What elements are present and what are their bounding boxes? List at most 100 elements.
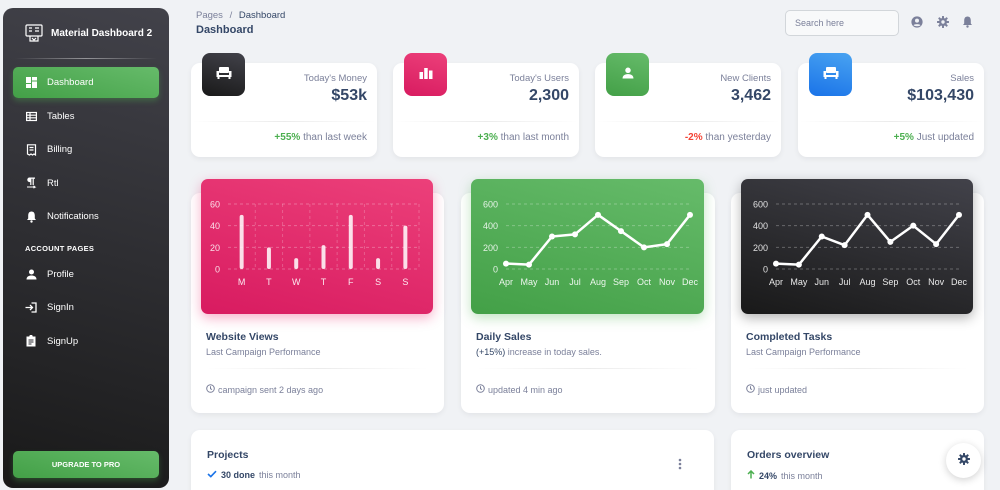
- search-input[interactable]: [785, 10, 899, 36]
- bar[interactable]: [376, 258, 381, 269]
- stat-tile: [606, 53, 649, 96]
- data-point[interactable]: [887, 238, 894, 245]
- data-point[interactable]: [933, 241, 940, 248]
- x-tick-label: Sep: [613, 277, 629, 287]
- sidebar-item-label: Rtl: [47, 177, 59, 189]
- orders-subtitle: 24% this month: [747, 469, 823, 481]
- upgrade-button[interactable]: UPGRADE TO PRO: [13, 451, 159, 478]
- chart-card-subtitle-bold: (+15%): [476, 347, 506, 357]
- login-icon: [25, 302, 37, 314]
- x-tick-label: Dec: [682, 277, 699, 287]
- x-tick-label: Jun: [545, 277, 560, 287]
- data-point[interactable]: [818, 233, 825, 240]
- chart-card-footer: campaign sent 2 days ago: [206, 384, 323, 395]
- completed-tasks-chart: 0 200 400 600 Apr May Jun Jul Aug Sep Oct Nov Dec: [753, 200, 968, 288]
- x-tick-label: Apr: [499, 277, 513, 287]
- y-tick-label: 60: [210, 200, 220, 210]
- brand[interactable]: Material Dashboard 2: [3, 8, 169, 58]
- stat-delta: +55%: [274, 132, 301, 143]
- sidebar-item-label: Tables: [47, 110, 75, 122]
- account-circle-icon[interactable]: [911, 15, 923, 28]
- bar[interactable]: [321, 245, 326, 269]
- sidebar-item-rtl[interactable]: Rtl: [13, 168, 159, 199]
- data-point[interactable]: [549, 233, 555, 240]
- data-point[interactable]: [773, 260, 779, 267]
- y-tick-label: 20: [210, 243, 220, 253]
- arrow-upward-icon: [747, 469, 755, 481]
- x-tick-label: T: [266, 277, 272, 287]
- x-tick-label: Aug: [590, 277, 606, 287]
- sidebar: Material Dashboard 2 Dashboard Tables Bi…: [3, 8, 169, 488]
- sidebar-item-billing[interactable]: Billing: [13, 134, 159, 165]
- projects-subtitle: 30 done this month: [207, 470, 301, 480]
- stat-label: New Clients: [720, 73, 771, 84]
- table-icon: [25, 110, 37, 122]
- bell-icon[interactable]: [962, 15, 974, 28]
- data-point[interactable]: [841, 242, 848, 249]
- chart-card-footer-text: updated 4 min ago: [488, 384, 563, 395]
- sidebar-item-signin[interactable]: SignIn: [13, 292, 159, 323]
- x-tick-label: Jul: [839, 277, 851, 287]
- data-point[interactable]: [503, 260, 509, 267]
- stat-tile: [809, 53, 852, 96]
- sidebar-item-label: SignIn: [47, 302, 74, 313]
- data-point[interactable]: [618, 228, 624, 235]
- chart-plot: 0 200 400 600 Apr May Jun Jul Aug Sep Oct Nov Dec: [741, 179, 973, 314]
- x-tick-label: Jun: [814, 277, 829, 287]
- format-textdirection-icon: [25, 177, 37, 189]
- x-tick-label: Apr: [769, 277, 783, 287]
- clock-icon: [476, 384, 485, 395]
- stat-divider: [798, 121, 984, 122]
- bar[interactable]: [266, 247, 271, 269]
- y-tick-label: 600: [753, 200, 768, 210]
- chart-card-footer-text: campaign sent 2 days ago: [218, 384, 324, 395]
- bar[interactable]: [294, 258, 299, 269]
- sidebar-item-dashboard[interactable]: Dashboard: [13, 67, 159, 98]
- data-point[interactable]: [526, 261, 532, 268]
- data-point[interactable]: [687, 211, 693, 218]
- series-line: [775, 213, 960, 266]
- bar[interactable]: [403, 225, 408, 269]
- data-point[interactable]: [572, 231, 578, 238]
- person-icon: [622, 66, 634, 84]
- sidebar-item-tables[interactable]: Tables: [13, 101, 159, 132]
- sidebar-section-title: ACCOUNT PAGES: [25, 243, 95, 253]
- orders-delta: 24%: [759, 470, 778, 481]
- sidebar-item-profile[interactable]: Profile: [13, 259, 159, 290]
- chart-card-subtitle: (+15%) increase in today sales.: [476, 347, 602, 357]
- stat-card-sales: Sales $103,430 +5% Just updated: [798, 53, 984, 157]
- data-point[interactable]: [641, 244, 647, 251]
- configurator-button[interactable]: [946, 443, 981, 478]
- data-point[interactable]: [910, 222, 917, 229]
- chart-card-subtitle-text: Last Campaign Performance: [206, 347, 321, 357]
- chart-card-divider: [206, 368, 429, 369]
- data-point[interactable]: [664, 241, 670, 248]
- x-tick-label: Aug: [859, 277, 875, 287]
- stat-delta-text: than last week: [303, 132, 367, 143]
- stat-footer: -2% than yesterday: [685, 132, 771, 143]
- breadcrumb-root[interactable]: Pages: [196, 10, 223, 21]
- y-tick-label: 400: [483, 221, 498, 231]
- x-tick-label: May: [790, 277, 808, 287]
- data-point[interactable]: [956, 211, 962, 218]
- sidebar-item-signup[interactable]: SignUp: [13, 326, 159, 357]
- data-point[interactable]: [795, 261, 802, 268]
- chart-card-footer-text: just updated: [758, 384, 808, 395]
- more-vert-icon[interactable]: [678, 457, 682, 475]
- sidebar-item-label: SignUp: [47, 335, 79, 347]
- clock-icon: [746, 384, 755, 395]
- orders-title: Orders overview: [747, 449, 830, 461]
- data-point[interactable]: [595, 211, 601, 218]
- bar[interactable]: [348, 214, 353, 269]
- breadcrumb-separator: /: [229, 10, 233, 21]
- y-tick-label: 200: [483, 243, 498, 253]
- bar[interactable]: [239, 214, 244, 269]
- x-tick-label: T: [321, 277, 327, 287]
- chart-card-completed-tasks: 0 200 400 600 Apr May Jun Jul Aug Sep Oct Nov Dec Co…: [731, 179, 984, 413]
- chart-card-subtitle: Last Campaign Performance: [746, 347, 861, 357]
- data-point[interactable]: [864, 211, 871, 218]
- stat-label: Today's Users: [509, 73, 569, 84]
- x-tick-label: F: [348, 277, 354, 287]
- gear-icon[interactable]: [937, 15, 949, 28]
- sidebar-item-notifications[interactable]: Notifications: [13, 201, 159, 232]
